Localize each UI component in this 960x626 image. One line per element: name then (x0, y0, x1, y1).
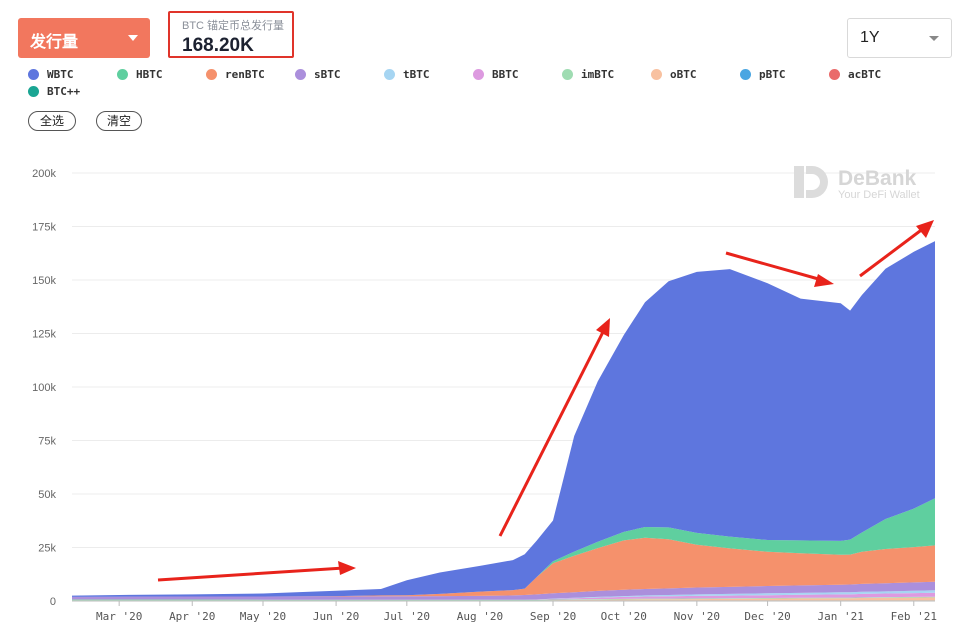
legend-dot-icon (473, 69, 484, 80)
legend-label: BTC++ (47, 85, 81, 98)
x-tick-label: Feb '21 (891, 610, 937, 623)
series-area-renbtc (72, 537, 935, 597)
x-tick-label: Dec '20 (744, 610, 790, 623)
watermark-tagline: Your DeFi Wallet (838, 189, 920, 201)
legend-label: HBTC (136, 68, 163, 81)
trend-arrow-head (596, 318, 610, 337)
series-area-obtc (72, 597, 935, 601)
watermark-brand: DeBank (838, 167, 917, 190)
legend-item[interactable]: pBTC (740, 68, 786, 81)
trend-arrow-line (498, 329, 606, 537)
legend-dot-icon (740, 69, 751, 80)
y-tick-label: 25k (38, 543, 56, 555)
area-series (72, 241, 935, 601)
legend-label: imBTC (581, 68, 615, 81)
y-tick-label: 200k (32, 168, 56, 180)
trend-arrow-line (725, 251, 823, 282)
legend-dot-icon (829, 69, 840, 80)
y-tick-label: 50k (38, 489, 56, 501)
axes: 0 25k 50k 75k 100k 125k 150k 175k 200k Mar '20 Apr… (32, 168, 937, 623)
metric-select-label: 发行量 (30, 34, 79, 51)
y-tick-label: 175k (32, 222, 56, 234)
legend-item[interactable]: BBTC (473, 68, 519, 81)
y-tick-label: 150k (32, 275, 56, 287)
legend-label: renBTC (225, 68, 265, 81)
legend-item[interactable]: oBTC (651, 68, 697, 81)
legend-item[interactable]: WBTC (28, 68, 74, 81)
legend-label: acBTC (848, 68, 882, 81)
trend-arrow-line (157, 566, 345, 582)
total-supply-value: 168.20K (182, 35, 254, 56)
time-range-label: 1Y (860, 29, 880, 46)
trend-arrow-head (338, 561, 356, 575)
series-area-hbtc (72, 498, 935, 597)
y-tick-label: 75k (38, 436, 56, 448)
clear-button[interactable]: 清空 (96, 111, 142, 131)
legend-item[interactable]: BTC++ (28, 85, 80, 98)
series-area-bbtc (72, 592, 935, 600)
total-supply-box: BTC 锚定币总发行量 168.20K (168, 11, 294, 58)
total-supply-label: BTC 锚定币总发行量 (182, 20, 285, 32)
metric-select[interactable]: 发行量 (18, 18, 150, 58)
trend-arrow-head (916, 220, 934, 238)
x-tick-label: Aug '20 (457, 610, 503, 623)
chevron-down-icon (929, 36, 939, 41)
legend-dot-icon (651, 69, 662, 80)
legend-label: sBTC (314, 68, 341, 81)
area-chart: DeBank Your DeFi Wallet 0 25k 50k 75k 100k 12… (32, 166, 937, 623)
legend-item[interactable]: renBTC (206, 68, 265, 81)
legend-dot-icon (28, 86, 39, 97)
legend-label: oBTC (670, 68, 697, 81)
debank-logo-icon (794, 166, 828, 198)
series-area-imbtc (72, 596, 935, 601)
x-tick-label: Mar '20 (96, 610, 142, 623)
legend-item[interactable]: sBTC (295, 68, 341, 81)
y-tick-label: 125k (32, 329, 56, 341)
legend-label: BBTC (492, 68, 519, 81)
x-tick-label: May '20 (240, 610, 286, 623)
legend-item[interactable]: HBTC (117, 68, 163, 81)
legend-dot-icon (384, 69, 395, 80)
legend-dot-icon (117, 69, 128, 80)
legend-item[interactable]: acBTC (829, 68, 881, 81)
y-tick-label: 100k (32, 382, 56, 394)
x-tick-label: Nov '20 (674, 610, 720, 623)
legend-dot-icon (206, 69, 217, 80)
x-tick-label: Oct '20 (601, 610, 647, 623)
legend-dot-icon (28, 69, 39, 80)
select-all-button[interactable]: 全选 (28, 111, 76, 131)
trend-arrow-head (814, 274, 834, 287)
legend-label: tBTC (403, 68, 430, 81)
legend-item[interactable]: tBTC (384, 68, 430, 81)
series-area-wbtc (72, 241, 935, 597)
x-tick-label: Jan '21 (818, 610, 864, 623)
legend-label: WBTC (47, 68, 74, 81)
debank-watermark: DeBank Your DeFi Wallet (794, 166, 920, 201)
x-tick-label: Jun '20 (313, 610, 359, 623)
y-tick-label: 0 (50, 596, 56, 608)
trend-arrow-line (859, 226, 925, 278)
legend-label: pBTC (759, 68, 786, 81)
legend-item[interactable]: imBTC (562, 68, 614, 81)
time-range-select[interactable]: 1Y (847, 18, 952, 58)
legend-dot-icon (562, 69, 573, 80)
trend-arrows (157, 220, 934, 582)
legend-dot-icon (295, 69, 306, 80)
x-tick-label: Jul '20 (384, 610, 430, 623)
series-area-tbtc (72, 590, 935, 600)
chevron-down-icon (128, 35, 138, 41)
x-tick-label: Apr '20 (169, 610, 215, 623)
x-tick-label: Sep '20 (530, 610, 576, 623)
series-area-sbtc (72, 581, 935, 600)
